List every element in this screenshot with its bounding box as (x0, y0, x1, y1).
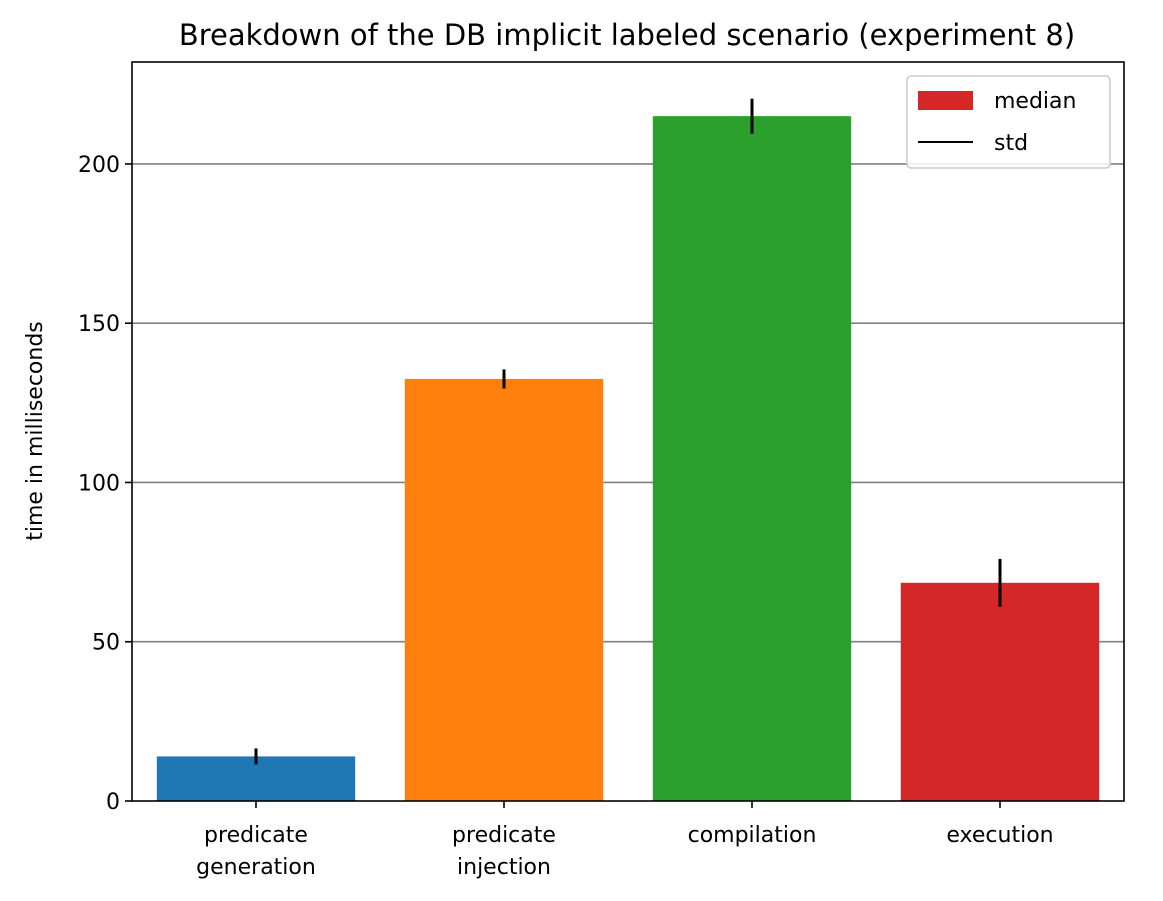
bars (156, 116, 1100, 801)
y-tick-label: 200 (78, 153, 120, 178)
x-axis-ticks: predicate generation predicate injection com… (196, 801, 1054, 880)
y-axis-label: time in milliseconds (23, 321, 48, 541)
legend: median std (906, 75, 1111, 169)
bar (652, 116, 852, 801)
chart-title: Breakdown of the DB implicit labeled sce… (179, 18, 1075, 52)
plot-frame (131, 61, 1125, 802)
bar (404, 378, 604, 801)
y-tick-label: 150 (78, 312, 120, 337)
x-tick-label: compilation (688, 823, 817, 848)
y-tick-label: 0 (106, 790, 120, 815)
error-bars (254, 98, 1002, 765)
legend-label-median: median (994, 89, 1076, 114)
y-tick-label: 100 (78, 471, 120, 496)
x-tick-label: predicate injection (452, 823, 556, 880)
gridlines (132, 163, 1124, 643)
y-tick-label: 50 (92, 631, 120, 656)
legend-swatch-median (918, 91, 973, 110)
y-axis-ticks: 0 50 100 150 200 (78, 153, 132, 815)
legend-label-std: std (994, 131, 1028, 156)
bar (900, 582, 1100, 801)
x-tick-label: predicate generation (196, 823, 316, 880)
x-tick-label: execution (946, 823, 1053, 848)
